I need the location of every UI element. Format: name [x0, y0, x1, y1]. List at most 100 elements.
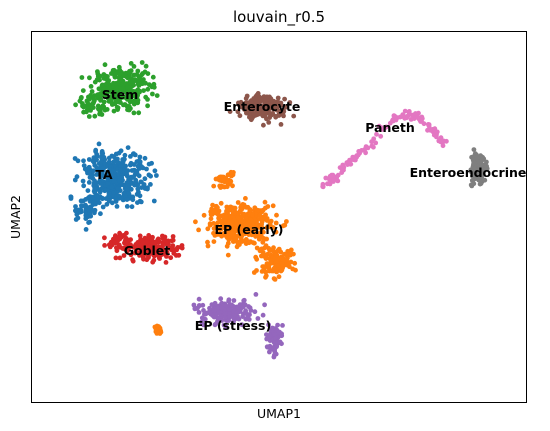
point-enteroendocrine [476, 177, 482, 183]
plot-frame [31, 31, 527, 403]
point-stem [139, 81, 145, 87]
point-ep-stress- [280, 323, 285, 328]
x-axis-label: UMAP1 [257, 406, 301, 421]
point-goblet [142, 243, 148, 249]
point-ta [152, 168, 158, 174]
point-ta [114, 204, 120, 209]
point-ep-early- [250, 240, 256, 246]
point-goblet [169, 245, 174, 251]
point-ta [132, 182, 138, 188]
point-ep-early- [273, 220, 279, 226]
point-goblet [113, 255, 119, 261]
point-ta [73, 204, 78, 209]
chart-title: louvain_r0.5 [233, 8, 325, 27]
point-paneth [406, 109, 412, 114]
point-stem [73, 102, 78, 108]
point-enterocyte [267, 106, 273, 111]
point-ep-early- [208, 209, 214, 215]
cluster-label-ta: TA [95, 167, 113, 182]
point-ta [94, 165, 100, 171]
point-stem [143, 63, 149, 69]
point-enterocyte [283, 104, 288, 110]
point-ep-stress- [264, 344, 270, 350]
point-ep-stress- [271, 346, 277, 352]
point-ta [78, 198, 84, 204]
point-stem [137, 88, 142, 94]
point-enterocyte [236, 100, 241, 106]
point-ta [87, 170, 92, 176]
point-stem [80, 103, 85, 109]
point-goblet [133, 249, 139, 255]
point-ep-early- [250, 212, 255, 218]
point-ep-early- [205, 226, 211, 232]
point-ep-stress- [241, 297, 247, 303]
point-goblet [157, 239, 162, 244]
point-ta [119, 175, 125, 180]
point-ep-early- [215, 220, 221, 226]
point-ep-early- [274, 263, 280, 268]
point-ep-early- [236, 239, 242, 245]
point-stem [131, 98, 137, 104]
point-ep-early- [216, 215, 222, 221]
point-ta [130, 151, 136, 157]
point-paneth [425, 122, 431, 127]
point-paneth [434, 129, 440, 135]
point-ep-early- [208, 216, 214, 222]
point-ep-early- [257, 248, 263, 254]
point-ep-early- [274, 269, 280, 275]
cluster-label-goblet: Goblet [124, 243, 171, 258]
point-ep-early- [260, 207, 266, 213]
point-goblet [128, 252, 134, 258]
point-ta [79, 203, 84, 209]
point-paneth [421, 121, 427, 127]
point-ep-early- [233, 236, 239, 242]
point-ep-early- [216, 225, 222, 231]
point-ep-early- [220, 222, 226, 228]
point-paneth [378, 133, 384, 139]
point-ta [103, 187, 108, 193]
point-enteroendocrine [470, 170, 475, 176]
point-ta [96, 169, 101, 175]
point-ep-early- [254, 268, 259, 273]
point-stem [115, 92, 121, 97]
point-ep-early- [270, 248, 276, 254]
point-enterocyte [253, 96, 259, 102]
point-paneth [438, 139, 443, 145]
point-enterocyte [264, 116, 269, 122]
point-paneth [327, 181, 333, 187]
point-ep-early- [271, 276, 277, 281]
point-ep-early- [284, 219, 289, 224]
point-stem [97, 109, 103, 115]
point-ta [68, 194, 74, 200]
point-ep-early- [234, 222, 240, 228]
point-ep-early- [224, 214, 229, 220]
point-paneth [383, 124, 389, 130]
point-stem [104, 91, 110, 97]
point-ep-early- [253, 232, 258, 238]
point-ep-early- [279, 267, 285, 273]
point-enterocyte [246, 106, 252, 111]
point-goblet [145, 249, 151, 255]
point-goblet [102, 243, 107, 248]
point-ep-early- [263, 273, 269, 279]
point-ep-stress- [272, 352, 277, 358]
point-ep-early- [239, 203, 244, 209]
point-ta [83, 202, 88, 208]
point-ta [81, 158, 86, 164]
point-ep-early- [234, 244, 240, 250]
point-stem [126, 104, 132, 109]
point-ep-early- [274, 212, 279, 218]
point-ta [139, 179, 144, 185]
point-ta [86, 220, 91, 226]
point-ep-stress- [226, 298, 232, 304]
point-enterocyte [266, 120, 272, 125]
point-ta [118, 167, 123, 173]
point-goblet [117, 255, 123, 261]
point-paneth [402, 108, 408, 114]
point-ep-stress- [222, 311, 228, 317]
point-ta [125, 145, 131, 151]
point-enteroendocrine [472, 166, 477, 171]
point-ep-early- [229, 225, 235, 231]
point-stem [96, 86, 102, 92]
